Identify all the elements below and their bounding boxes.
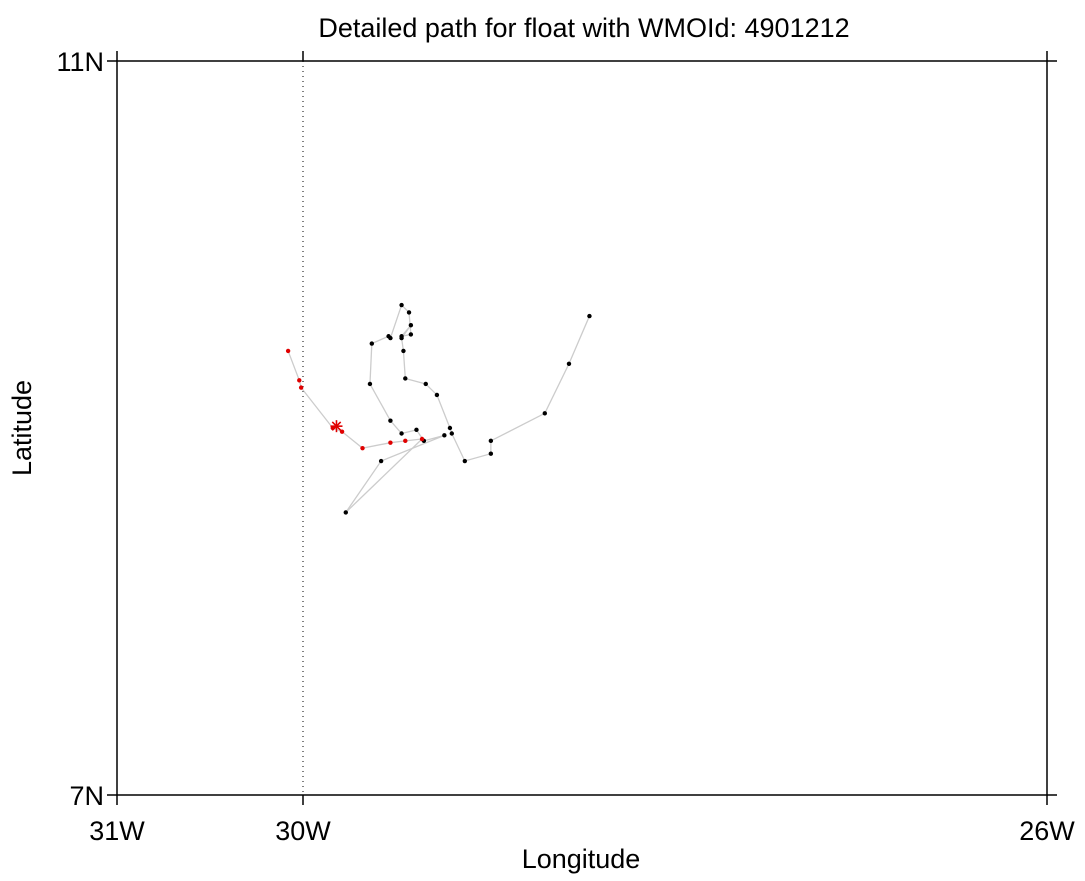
x-tick-label: 26W	[1019, 816, 1075, 846]
profile-point-older	[369, 341, 375, 346]
profile-point-older	[587, 313, 592, 319]
profile-point-recent	[388, 440, 393, 445]
profile-point-older	[462, 458, 468, 464]
y-axis-label: Latitude	[7, 380, 37, 476]
float-positions	[285, 302, 592, 515]
profile-point-older	[442, 433, 447, 438]
profile-point-older	[423, 381, 428, 387]
profile-point-older	[447, 425, 453, 431]
profile-point-older	[408, 332, 414, 337]
profile-point-older	[542, 411, 547, 416]
y-tick-label: 11N	[56, 47, 104, 77]
profile-point-older	[399, 334, 404, 339]
profile-point-older	[434, 392, 440, 398]
profile-point-older	[406, 310, 412, 315]
profile-point-older	[488, 451, 494, 456]
x-tick-label: 30W	[275, 816, 331, 846]
x-axis-label: Longitude	[522, 844, 641, 874]
axis-tick-labels: 31W 30W 26W 11N 7N	[56, 47, 1075, 846]
profile-point-older	[343, 510, 348, 515]
plot-frame	[116, 60, 1048, 796]
profile-point-recent	[339, 429, 345, 434]
path-line-connector	[345, 438, 423, 513]
profile-point-older	[403, 376, 408, 381]
y-tick-label: 7N	[69, 781, 104, 811]
profile-point-older	[449, 431, 454, 436]
profile-point-recent	[285, 348, 291, 354]
path-line-0	[345, 303, 591, 513]
profile-point-older	[386, 334, 391, 339]
profile-point-recent	[298, 385, 304, 390]
profile-point-recent	[403, 438, 408, 444]
latest-position-marker	[330, 420, 343, 433]
profile-point-older	[378, 458, 384, 464]
axis-ticks	[107, 51, 1057, 805]
profile-point-older	[399, 302, 404, 308]
profile-point-older	[367, 381, 373, 387]
profile-point-older	[566, 361, 572, 366]
float-path	[287, 303, 591, 513]
profile-point-older	[488, 438, 494, 444]
profile-point-older	[408, 323, 414, 328]
profile-point-older	[388, 418, 393, 423]
x-tick-label: 31W	[89, 816, 145, 846]
chart-title: Detailed path for float with WMOId: 4901…	[318, 13, 849, 43]
profile-point-recent	[419, 436, 425, 442]
asterisk-stroke	[331, 421, 342, 431]
profile-point-older	[414, 427, 419, 433]
profile-point-older	[401, 348, 406, 354]
profile-point-recent	[297, 378, 302, 383]
profile-point-recent	[360, 445, 365, 451]
profile-point-older	[399, 431, 404, 436]
